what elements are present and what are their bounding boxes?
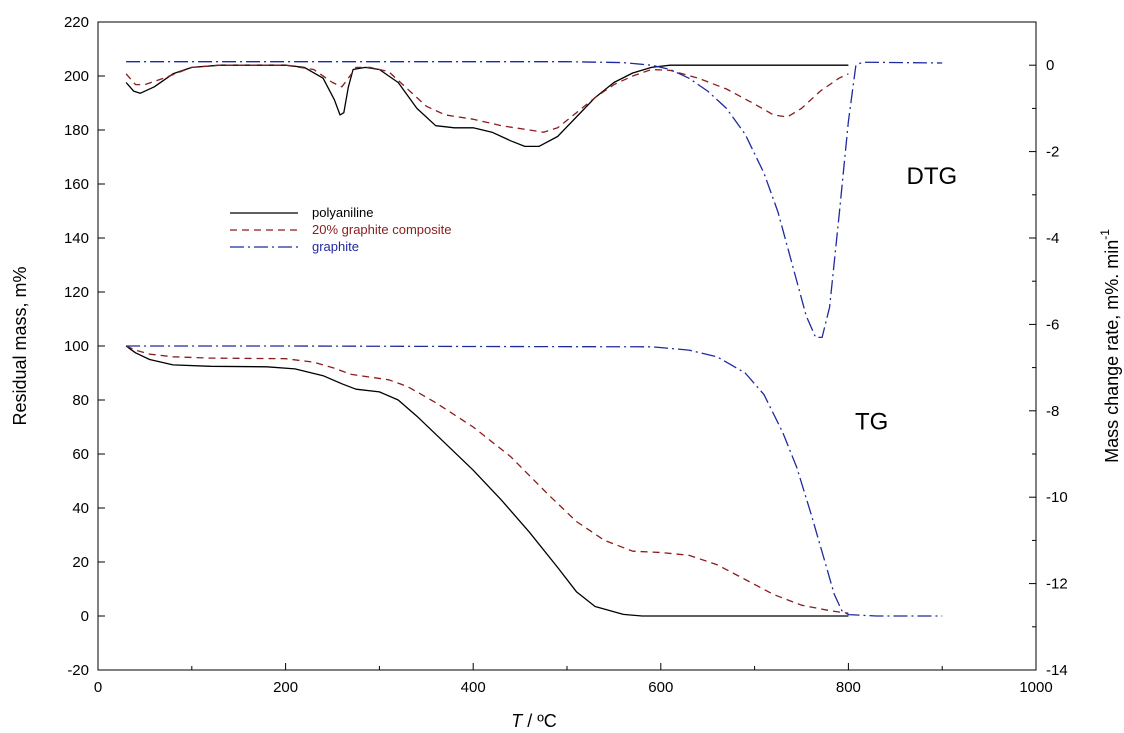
y-tick-label: 100 [64, 338, 89, 355]
y-tick-label: 80 [72, 392, 89, 409]
legend-label-polyaniline: polyaniline [312, 205, 373, 220]
y2-axis-title: Mass change rate, m%. min-1 [1098, 229, 1122, 463]
y-tick-label: 0 [81, 608, 89, 625]
x-axis-title-variable: T [511, 711, 524, 731]
y-tick-label: 160 [64, 176, 89, 193]
x-tick-label: 200 [273, 679, 298, 696]
series-dtg-20-graphite-composite [125, 64, 849, 133]
x-tick-label: 1000 [1019, 679, 1052, 696]
y2-tick-label: -4 [1046, 230, 1059, 247]
y2-tick-label: -6 [1046, 316, 1059, 333]
y-tick-label: -20 [67, 662, 89, 679]
y2-axis-title-main: Mass change rate, m%. min [1102, 240, 1122, 463]
axes: 0 200 400 600 800 1000-2002040608010012014016… [64, 14, 1068, 696]
x-axis-title: T / ºC [511, 711, 557, 731]
y2-axis-title-superscript: -1 [1098, 229, 1112, 240]
y-tick-label: 220 [64, 14, 89, 31]
y2-tick-label: -10 [1046, 489, 1068, 506]
annotation-layer: DTG TG [855, 163, 957, 436]
x-tick-label: 400 [461, 679, 486, 696]
y-tick-label: 120 [64, 284, 89, 301]
series-dtg-graphite [126, 61, 943, 339]
x-tick-label: 0 [94, 679, 102, 696]
y-tick-label: 40 [72, 500, 89, 517]
y-tick-label: 140 [64, 230, 89, 247]
annotation-tg: TG [855, 409, 888, 436]
x-tick-label: 600 [648, 679, 673, 696]
y-tick-label: 180 [64, 122, 89, 139]
series-layer [125, 61, 943, 617]
x-tick-label: 800 [836, 679, 861, 696]
series-dtg-polyaniline [125, 64, 849, 148]
y-tick-label: 20 [72, 554, 89, 571]
y2-tick-label: 0 [1046, 57, 1054, 74]
plot-frame [97, 21, 1037, 671]
series-tg-polyaniline [125, 345, 849, 617]
series-tg-graphite [126, 345, 943, 617]
y-tick-label: 200 [64, 68, 89, 85]
y-axis-title: Residual mass, m% [10, 266, 30, 425]
x-axis-title-unit: / ºC [522, 711, 557, 731]
y-tick-label: 60 [72, 446, 89, 463]
y2-tick-label: -2 [1046, 144, 1059, 161]
annotation-dtg: DTG [907, 163, 958, 190]
y2-tick-label: -12 [1046, 576, 1068, 593]
legend-label-graphite: graphite [312, 239, 359, 254]
series-tg-20-graphite-composite [125, 345, 849, 614]
y2-tick-label: -14 [1046, 662, 1068, 679]
y2-tick-label: -8 [1046, 403, 1059, 420]
legend: polyaniline 20% graphite composite graphit… [230, 205, 451, 254]
legend-label-20-graphite-composite: 20% graphite composite [312, 222, 451, 237]
